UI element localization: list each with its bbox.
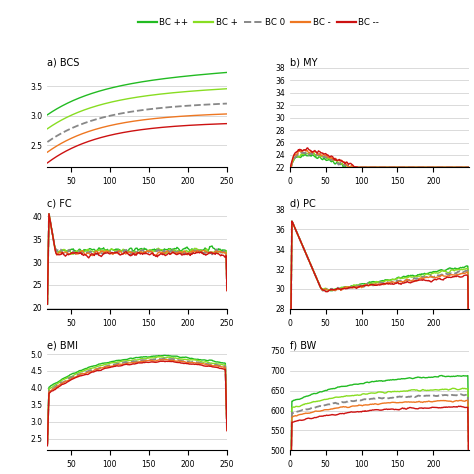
Text: a) BCS: a) BCS [47, 57, 80, 67]
Text: e) BMI: e) BMI [47, 340, 78, 350]
Legend: BC ++, BC +, BC 0, BC -, BC --: BC ++, BC +, BC 0, BC -, BC -- [134, 15, 383, 30]
Text: b) MY: b) MY [290, 57, 317, 67]
Text: d) PC: d) PC [290, 199, 316, 209]
Text: c) FC: c) FC [47, 199, 72, 209]
Text: f) BW: f) BW [290, 340, 316, 350]
